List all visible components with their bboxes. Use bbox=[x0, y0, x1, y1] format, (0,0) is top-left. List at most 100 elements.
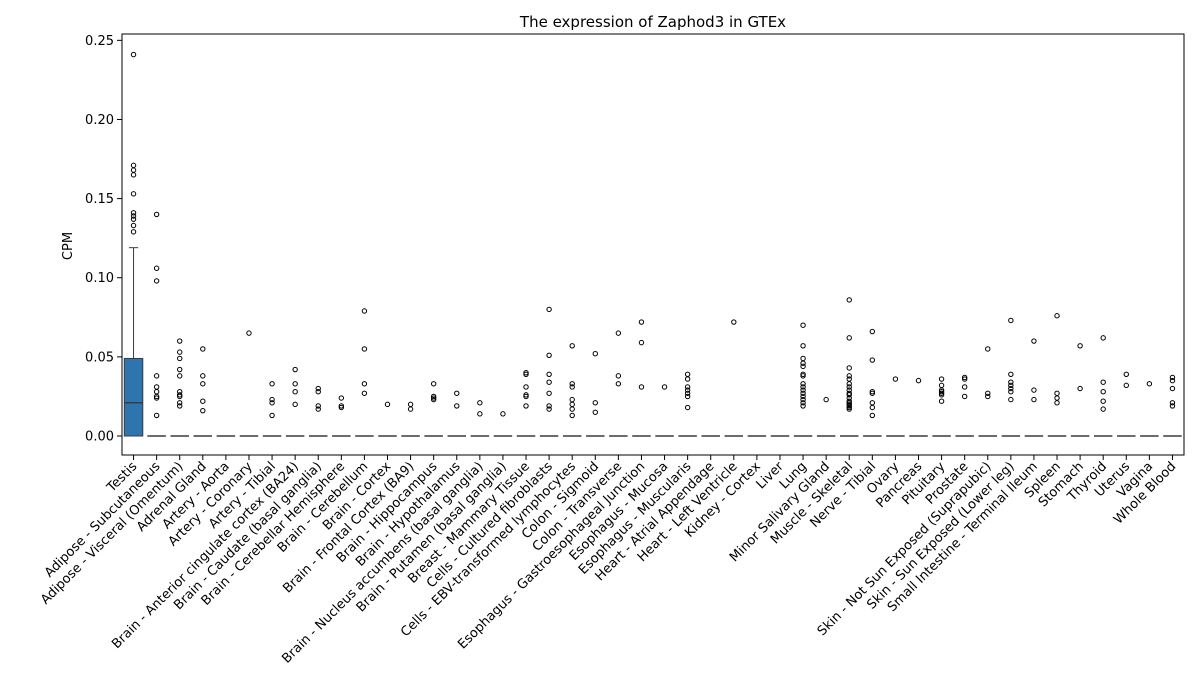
outlier-point bbox=[1123, 382, 1129, 389]
box-group bbox=[886, 376, 905, 437]
outlier-point bbox=[177, 393, 183, 400]
outlier-point bbox=[130, 222, 137, 229]
box-group bbox=[655, 384, 674, 437]
outlier-point bbox=[592, 351, 598, 357]
outlier-point bbox=[269, 412, 275, 419]
box-group bbox=[609, 330, 628, 437]
outlier-point bbox=[869, 404, 876, 411]
box-group bbox=[1070, 343, 1090, 437]
outlier-point bbox=[130, 229, 137, 235]
outlier-point bbox=[338, 395, 345, 401]
outlier-point bbox=[546, 306, 552, 313]
outlier-point bbox=[361, 381, 368, 387]
box-group bbox=[586, 351, 605, 437]
box-group bbox=[470, 400, 490, 437]
box-group bbox=[816, 396, 836, 437]
outlier-point bbox=[615, 373, 622, 379]
outlier-point bbox=[407, 406, 414, 412]
box-group bbox=[309, 385, 328, 437]
box-group bbox=[262, 381, 282, 437]
outlier-point bbox=[384, 401, 391, 408]
outlier-point bbox=[153, 265, 160, 271]
outlier-point bbox=[846, 392, 852, 398]
box-group bbox=[170, 338, 189, 437]
box-group bbox=[493, 411, 513, 437]
box-group bbox=[401, 401, 420, 437]
outlier-point bbox=[569, 401, 575, 408]
outlier-point bbox=[177, 392, 183, 398]
outlier-point bbox=[130, 213, 137, 219]
box-group bbox=[1047, 313, 1067, 437]
outlier-point bbox=[1169, 400, 1176, 406]
outlier-point bbox=[869, 388, 876, 395]
outlier-point bbox=[430, 393, 437, 400]
y-tick-label: 0.20 bbox=[85, 113, 114, 128]
outlier-point bbox=[569, 406, 575, 412]
box-group bbox=[955, 374, 974, 437]
outlier-point bbox=[638, 384, 645, 390]
outlier-point bbox=[130, 167, 137, 173]
box-group bbox=[193, 346, 213, 437]
outlier-point bbox=[1054, 313, 1060, 319]
outlier-point bbox=[546, 352, 552, 358]
outlier-point bbox=[177, 403, 183, 409]
box-group bbox=[1140, 381, 1159, 437]
outlier-point bbox=[800, 387, 806, 393]
outlier-point bbox=[961, 376, 968, 382]
outlier-point bbox=[1008, 382, 1014, 389]
outlier-point bbox=[153, 388, 160, 395]
outlier-point bbox=[1031, 338, 1037, 344]
outlier-point bbox=[523, 393, 529, 400]
outlier-point bbox=[661, 384, 668, 390]
outlier-point bbox=[177, 373, 183, 379]
outlier-point bbox=[1123, 371, 1129, 377]
box-group bbox=[793, 322, 813, 437]
outlier-point bbox=[1100, 388, 1106, 395]
outlier-point bbox=[569, 396, 575, 403]
outlier-point bbox=[454, 403, 460, 409]
outlier-point bbox=[338, 404, 345, 411]
outlier-point bbox=[454, 390, 460, 396]
outlier-point bbox=[800, 322, 806, 328]
outlier-point bbox=[269, 396, 275, 403]
outlier-point bbox=[638, 319, 645, 325]
outlier-point bbox=[361, 308, 368, 314]
outlier-point bbox=[938, 382, 945, 389]
outlier-point bbox=[546, 403, 552, 409]
box-group bbox=[539, 306, 559, 437]
outlier-point bbox=[130, 216, 137, 222]
outlier-point bbox=[315, 388, 321, 395]
outlier-point bbox=[546, 371, 552, 377]
outlier-point bbox=[177, 366, 183, 373]
box-group bbox=[1163, 374, 1182, 437]
outlier-point bbox=[846, 384, 852, 390]
outlier-point bbox=[985, 390, 991, 396]
outlier-point bbox=[800, 373, 806, 379]
outlier-point bbox=[546, 390, 552, 396]
outlier-point bbox=[592, 409, 598, 415]
outlier-point bbox=[638, 339, 645, 346]
outlier-point bbox=[361, 346, 368, 352]
outlier-point bbox=[200, 346, 206, 352]
y-axis-label: CPM bbox=[61, 232, 76, 260]
outlier-point bbox=[1077, 343, 1083, 349]
outlier-point bbox=[846, 404, 852, 411]
outlier-point bbox=[846, 297, 852, 303]
outlier-point bbox=[846, 403, 852, 409]
outlier-point bbox=[130, 191, 137, 197]
box-group bbox=[1117, 371, 1136, 437]
outlier-point bbox=[892, 376, 899, 382]
box-group bbox=[678, 371, 697, 437]
outlier-point bbox=[153, 395, 160, 401]
box-group bbox=[516, 369, 536, 437]
outlier-point bbox=[177, 400, 183, 406]
outlier-point bbox=[1008, 317, 1014, 324]
outlier-point bbox=[269, 381, 275, 387]
outlier-point bbox=[615, 381, 622, 387]
box-group bbox=[1024, 338, 1044, 437]
outlier-point bbox=[800, 381, 806, 387]
outlier-point bbox=[130, 51, 137, 58]
box-group bbox=[978, 346, 997, 437]
outlier-point bbox=[546, 379, 552, 385]
